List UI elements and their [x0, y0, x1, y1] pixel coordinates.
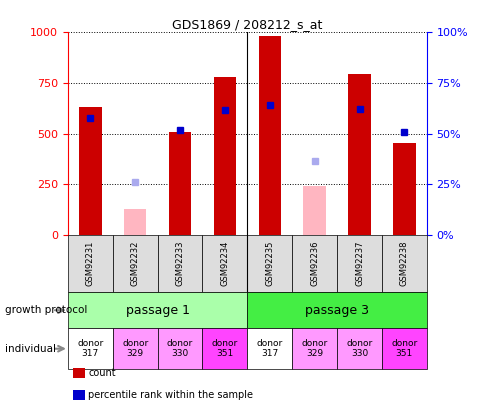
FancyBboxPatch shape [291, 235, 336, 292]
FancyBboxPatch shape [247, 235, 291, 292]
Bar [168, 132, 191, 235]
Text: GSM92234: GSM92234 [220, 241, 229, 286]
Text: count: count [88, 368, 116, 378]
Bar [79, 107, 101, 235]
Text: GSM92237: GSM92237 [354, 241, 363, 286]
Bar [348, 74, 370, 235]
Bar [303, 186, 325, 235]
Text: GSM92238: GSM92238 [399, 241, 408, 286]
FancyBboxPatch shape [202, 328, 247, 369]
FancyBboxPatch shape [247, 292, 426, 328]
FancyBboxPatch shape [202, 235, 247, 292]
Text: donor
329: donor 329 [301, 339, 327, 358]
FancyBboxPatch shape [381, 235, 426, 292]
FancyBboxPatch shape [68, 235, 112, 292]
Text: GSM92235: GSM92235 [265, 241, 274, 286]
Text: GSM92232: GSM92232 [130, 241, 139, 286]
FancyBboxPatch shape [336, 235, 381, 292]
Title: GDS1869 / 208212_s_at: GDS1869 / 208212_s_at [172, 18, 322, 31]
Text: donor
317: donor 317 [256, 339, 282, 358]
FancyBboxPatch shape [291, 328, 336, 369]
Bar [213, 77, 236, 235]
FancyBboxPatch shape [68, 292, 247, 328]
Text: GSM92231: GSM92231 [86, 241, 95, 286]
FancyBboxPatch shape [112, 328, 157, 369]
Text: GSM92233: GSM92233 [175, 241, 184, 286]
Text: passage 3: passage 3 [304, 304, 368, 317]
Text: passage 1: passage 1 [125, 304, 189, 317]
Text: donor
329: donor 329 [122, 339, 148, 358]
FancyBboxPatch shape [381, 328, 426, 369]
FancyBboxPatch shape [112, 235, 157, 292]
FancyBboxPatch shape [157, 328, 202, 369]
Text: donor
317: donor 317 [77, 339, 103, 358]
FancyBboxPatch shape [68, 328, 112, 369]
Text: individual: individual [5, 344, 56, 354]
FancyBboxPatch shape [336, 328, 381, 369]
Text: donor
351: donor 351 [391, 339, 417, 358]
Bar [124, 209, 146, 235]
Text: donor
351: donor 351 [212, 339, 238, 358]
Text: donor
330: donor 330 [346, 339, 372, 358]
FancyBboxPatch shape [157, 235, 202, 292]
Bar [258, 36, 280, 235]
Text: GSM92236: GSM92236 [309, 241, 318, 286]
Text: percentile rank within the sample: percentile rank within the sample [88, 390, 253, 400]
FancyBboxPatch shape [247, 328, 291, 369]
Bar [393, 143, 415, 235]
Text: growth protocol: growth protocol [5, 305, 87, 315]
Text: donor
330: donor 330 [166, 339, 193, 358]
